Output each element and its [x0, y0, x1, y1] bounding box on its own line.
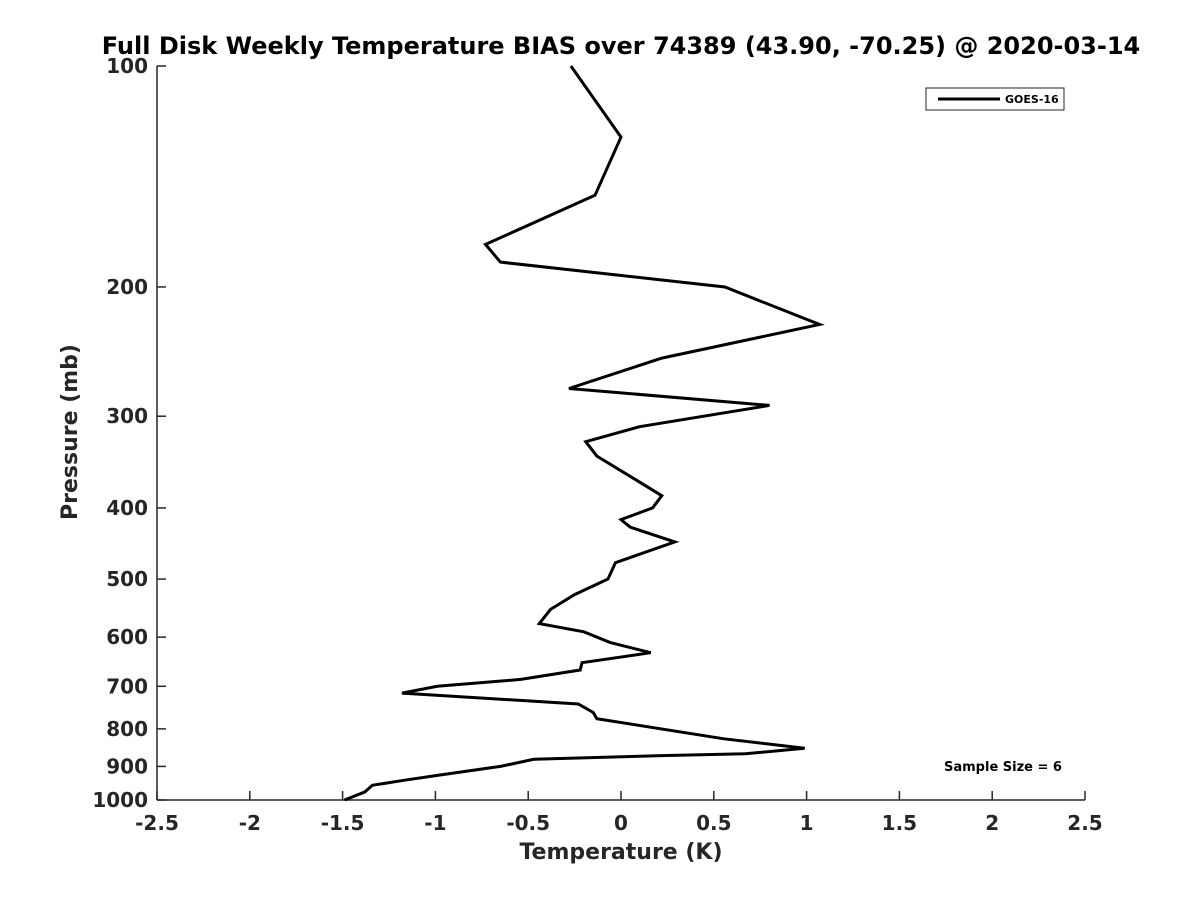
x-tick-label: -0.5 — [506, 811, 550, 835]
y-tick-label: 1000 — [92, 788, 148, 812]
x-tick-label: -2.5 — [135, 811, 179, 835]
x-tick-label: 2 — [985, 811, 999, 835]
y-tick-label: 600 — [106, 625, 148, 649]
y-tick-label: 100 — [106, 54, 148, 78]
chart-title: Full Disk Weekly Temperature BIAS over 7… — [102, 32, 1141, 60]
x-tick-label: -1.5 — [321, 811, 365, 835]
sample-size-annotation: Sample Size = 6 — [944, 760, 1062, 775]
series-line-goes-16 — [343, 65, 825, 802]
x-tick-label: 1 — [800, 811, 814, 835]
y-tick-label: 800 — [106, 717, 148, 741]
y-tick-label: 700 — [106, 674, 148, 698]
x-tick-label: -2 — [239, 811, 261, 835]
legend: GOES-16 — [925, 87, 1065, 111]
x-tick-label: 0.5 — [696, 811, 731, 835]
x-tick-label: 2.5 — [1067, 811, 1102, 835]
x-tick-label: 0 — [614, 811, 628, 835]
y-axis-ticks: 100 200 300 400 500 600 700 800 900 1000 — [92, 54, 166, 812]
y-tick-label: 200 — [106, 275, 148, 299]
y-axis-label: Pressure (mb) — [58, 344, 83, 520]
legend-label-goes-16: GOES-16 — [1005, 93, 1059, 106]
x-axis-ticks: -2.5 -2 -1.5 -1 -0.5 0 0.5 1 1.5 2 2.5 — [135, 791, 1103, 835]
x-tick-label: -1 — [424, 811, 446, 835]
x-tick-label: 1.5 — [882, 811, 917, 835]
x-axis-label: Temperature (K) — [519, 840, 722, 865]
y-tick-label: 300 — [106, 404, 148, 428]
y-tick-label: 400 — [106, 496, 148, 520]
y-tick-label: 500 — [106, 567, 148, 591]
y-tick-label: 900 — [106, 754, 148, 778]
series-layer — [343, 65, 825, 802]
